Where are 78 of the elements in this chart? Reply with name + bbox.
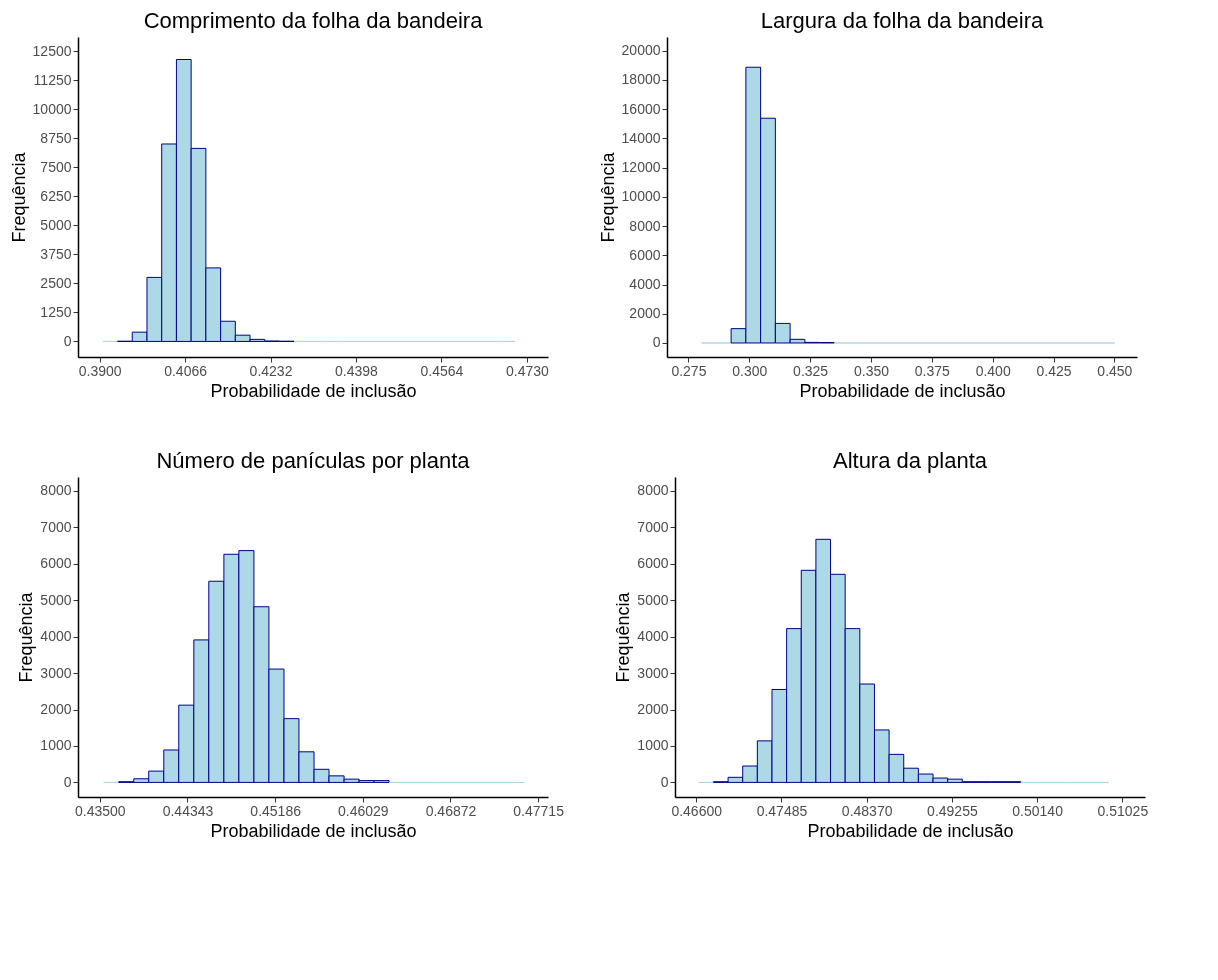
y-tick-label: 4000 xyxy=(629,276,661,293)
chart-title: Número de panículas por planta xyxy=(156,448,471,473)
y-tick-label: 0 xyxy=(63,332,72,349)
y-tick-label: 8000 xyxy=(40,482,72,499)
x-tick-label: 0.43500 xyxy=(75,802,126,819)
y-tick-label: 7000 xyxy=(40,518,72,535)
x-tick-label: 0.300 xyxy=(732,362,768,379)
y-tick-label: 0 xyxy=(660,773,669,790)
y-tick-label: 2500 xyxy=(40,274,72,291)
x-axis-title: Probabilidade de inclusão xyxy=(799,380,1006,401)
x-tick-label: 0.275 xyxy=(671,362,707,379)
y-tick-label: 2000 xyxy=(637,701,669,718)
x-tick-label: 0.48370 xyxy=(841,802,893,819)
y-tick-label: 16000 xyxy=(621,100,661,117)
y-tick-label: 18000 xyxy=(621,71,661,88)
y-tick-label: 6000 xyxy=(40,555,72,572)
x-tick-label: 0.425 xyxy=(1036,362,1072,379)
y-tick-label: 3000 xyxy=(40,664,72,681)
y-tick-label: 7000 xyxy=(637,518,669,535)
y-tick-label: 5000 xyxy=(637,591,669,608)
x-tick-label: 0.50140 xyxy=(1012,802,1064,819)
y-tick-label: 2000 xyxy=(40,701,72,718)
chart-title: Largura da folha da bandeira xyxy=(760,8,1045,33)
y-tick-label: 5000 xyxy=(40,591,72,608)
x-tick-label: 0.44343 xyxy=(162,802,214,819)
y-tick-label: 4000 xyxy=(637,628,669,645)
x-tick-label: 0.3900 xyxy=(78,362,122,379)
x-tick-label: 0.450 xyxy=(1097,362,1133,379)
x-tick-label: 0.4398 xyxy=(335,362,379,379)
x-tick-label: 0.46029 xyxy=(338,802,389,819)
y-tick-label: 20000 xyxy=(621,42,661,59)
y-tick-label: 14000 xyxy=(621,129,661,146)
x-tick-label: 0.51025 xyxy=(1097,802,1149,819)
y-tick-label: 2000 xyxy=(629,305,661,322)
y-tick-label: 8000 xyxy=(629,217,661,234)
x-tick-label: 0.4564 xyxy=(420,362,464,379)
x-axis-title: Probabilidade de inclusão xyxy=(210,380,417,401)
y-tick-label: 12000 xyxy=(621,159,661,176)
y-tick-label: 6000 xyxy=(637,555,669,572)
y-axis-title: Frequência xyxy=(597,151,618,243)
x-tick-label: 0.4066 xyxy=(164,362,208,379)
x-tick-label: 0.4232 xyxy=(249,362,293,379)
y-tick-label: 6000 xyxy=(629,246,661,263)
x-tick-label: 0.325 xyxy=(793,362,829,379)
x-tick-label: 0.47715 xyxy=(513,802,565,819)
x-tick-label: 0.400 xyxy=(975,362,1011,379)
y-tick-label: 5000 xyxy=(40,216,72,233)
x-tick-label: 0.46872 xyxy=(425,802,477,819)
y-tick-label: 3000 xyxy=(637,664,669,681)
x-axis-title: Probabilidade de inclusão xyxy=(210,820,417,841)
y-tick-label: 0 xyxy=(652,334,661,351)
y-tick-label: 10000 xyxy=(32,100,72,117)
y-tick-label: 8000 xyxy=(637,482,669,499)
x-axis-title: Probabilidade de inclusão xyxy=(807,820,1014,841)
y-tick-label: 8750 xyxy=(40,129,72,146)
chart-title: Altura da planta xyxy=(832,448,988,473)
y-tick-label: 11250 xyxy=(33,71,72,88)
x-tick-label: 0.46600 xyxy=(671,802,723,819)
x-tick-label: 0.375 xyxy=(914,362,951,379)
y-tick-label: 1000 xyxy=(40,737,72,754)
y-tick-label: 10000 xyxy=(621,188,661,205)
y-tick-label: 0 xyxy=(63,773,72,790)
x-tick-label: 0.47485 xyxy=(756,802,808,819)
y-tick-label: 1000 xyxy=(637,737,669,754)
y-tick-label: 7500 xyxy=(40,158,72,175)
y-tick-label: 4000 xyxy=(40,628,72,645)
y-axis-title: Frequência xyxy=(613,591,634,683)
y-tick-label: 1250 xyxy=(40,303,72,320)
y-axis-title: Frequência xyxy=(16,591,37,683)
x-tick-label: 0.350 xyxy=(853,362,890,379)
y-axis-title: Frequência xyxy=(8,151,29,243)
x-tick-label: 0.45186 xyxy=(250,802,302,819)
x-tick-label: 0.49255 xyxy=(927,802,978,819)
chart-title: Comprimento da folha da bandeira xyxy=(143,8,484,33)
y-tick-label: 6250 xyxy=(40,187,72,204)
y-tick-label: 12500 xyxy=(32,42,72,59)
x-tick-label: 0.4730 xyxy=(505,362,550,379)
y-tick-label: 3750 xyxy=(40,245,72,262)
